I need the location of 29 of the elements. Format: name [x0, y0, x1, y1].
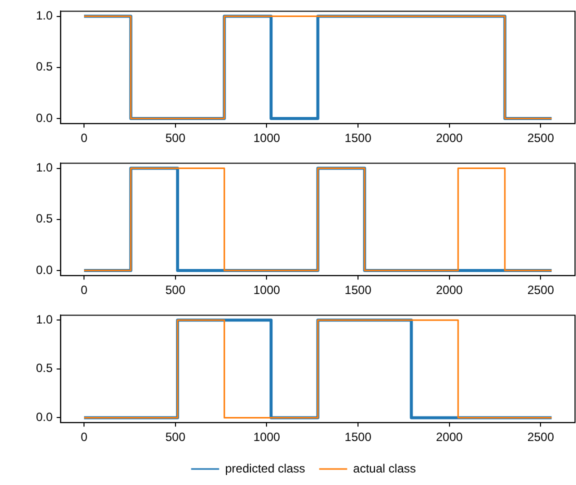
x-tick-label: 1500: [344, 131, 372, 146]
y-tick-label: 1.0: [36, 312, 53, 326]
x-tick-label: 1500: [344, 430, 372, 444]
x-tick-label: 0: [80, 283, 88, 298]
legend-label: actual class: [353, 461, 416, 476]
x-tick-label: 2500: [527, 283, 554, 298]
y-tick-label: 0.0: [36, 410, 53, 424]
x-tick-label: 1000: [253, 283, 280, 298]
x-tick-label: 1000: [253, 430, 280, 444]
y-tick-label: 0.5: [36, 60, 53, 74]
y-tick-label: 0.0: [36, 110, 53, 125]
legend-label: predicted class: [225, 461, 306, 476]
x-tick-label: 2500: [527, 430, 554, 444]
y-tick-label: 0.5: [36, 212, 53, 226]
x-tick-label: 0: [80, 131, 88, 146]
x-tick-label: 500: [165, 283, 186, 298]
x-tick-label: 1000: [253, 131, 280, 146]
x-tick-label: 500: [165, 131, 186, 146]
x-tick-label: 2000: [436, 430, 464, 444]
x-tick-label: 2000: [436, 131, 464, 146]
y-tick-label: 1.0: [36, 8, 53, 23]
x-tick-label: 500: [165, 430, 186, 444]
x-tick-label: 1500: [344, 283, 372, 298]
y-tick-label: 0.5: [36, 361, 53, 376]
y-tick-label: 0.0: [36, 262, 53, 277]
x-tick-label: 2500: [527, 131, 554, 146]
x-tick-label: 0: [80, 430, 88, 444]
x-tick-label: 2000: [436, 283, 464, 298]
y-tick-label: 1.0: [36, 160, 53, 175]
